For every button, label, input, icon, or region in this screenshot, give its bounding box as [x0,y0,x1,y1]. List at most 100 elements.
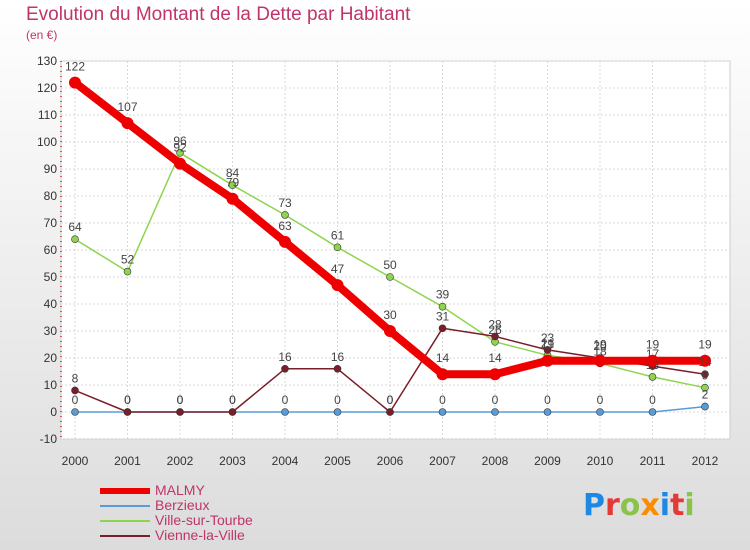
data-point-malmy [699,354,711,367]
data-label-malmy: 79 [226,176,240,190]
data-point-ville-sur-tourbe [176,149,184,157]
legend-label: Berzieux [155,497,210,513]
data-label-vienne-la-ville: 20 [593,339,607,353]
y-tick-label: 30 [44,324,58,338]
data-point-berzieux [596,408,604,416]
data-label-vienne-la-ville: 0 [387,393,394,407]
data-label-berzieux: 0 [334,393,341,407]
data-point-berzieux [71,408,79,416]
data-point-malmy [436,368,449,381]
y-tick-label: 130 [37,54,57,68]
x-tick-label: 2001 [114,454,141,468]
data-point-malmy [541,354,554,367]
series-layer [69,76,711,416]
data-label-berzieux: 0 [492,393,499,407]
data-label-berzieux: 0 [387,393,394,407]
data-point-malmy [279,235,291,248]
data-point-vienne-la-ville [491,332,499,341]
data-label-berzieux: 0 [649,393,656,407]
data-label-vienne-la-ville: 0 [177,393,184,407]
x-tick-label: 2003 [219,454,246,468]
data-point-berzieux [281,408,289,416]
data-label-ville-sur-tourbe: 84 [226,166,240,180]
x-tick-label: 2008 [482,454,509,468]
data-label-ville-sur-tourbe: 96 [173,134,187,148]
data-point-berzieux [701,402,709,411]
data-label-ville-sur-tourbe: 21 [541,336,555,350]
y-tick-label: 100 [37,135,57,149]
y-tick-label: 80 [44,189,58,203]
data-label-ville-sur-tourbe: 39 [436,288,450,302]
data-label-malmy: 92 [173,141,187,155]
legend-label: MALMY [155,482,205,498]
data-point-malmy [646,354,659,367]
data-point-ville-sur-tourbe [281,211,289,219]
data-label-ville-sur-tourbe: 26 [488,323,502,337]
data-point-ville-sur-tourbe [71,235,79,243]
y-tick-label: 110 [38,108,57,122]
data-point-berzieux [543,408,552,416]
legend-swatch [100,520,150,522]
data-label-vienne-la-ville: 23 [541,331,555,345]
data-label-berzieux: 0 [177,393,184,407]
data-point-ville-sur-tourbe [438,302,447,311]
data-label-vienne-la-ville: 31 [436,309,450,323]
data-label-berzieux: 0 [229,393,236,407]
y-tick-label: 90 [44,162,58,176]
data-label-vienne-la-ville: 16 [278,350,292,364]
data-label-vienne-la-ville: 0 [229,393,236,407]
data-label-berzieux: 0 [544,393,551,407]
data-label-vienne-la-ville: 16 [331,350,345,364]
data-label-malmy: 19 [698,338,712,352]
data-point-vienne-la-ville [543,346,552,354]
brand-logo: Proxiti [583,488,695,523]
chart-title: Evolution du Montant de la Dette par Hab… [26,4,411,25]
data-point-vienne-la-ville [123,408,132,416]
y-tick-label: 60 [44,243,58,257]
data-label-malmy: 107 [117,100,137,114]
data-label-vienne-la-ville: 14 [698,355,712,369]
x-tick-label: 2009 [534,454,561,468]
data-point-malmy [69,76,81,89]
grid-layer [61,60,730,440]
x-tick-label: 2002 [167,454,194,468]
data-label-ville-sur-tourbe: 64 [68,220,82,234]
data-point-ville-sur-tourbe [228,181,237,189]
data-label-malmy: 47 [331,262,345,276]
data-label-vienne-la-ville: 17 [646,347,660,361]
legend-swatch [100,535,150,537]
x-tick-label: 2010 [587,454,614,468]
data-point-ville-sur-tourbe [333,243,342,252]
brand-letter: i [684,488,695,523]
data-point-ville-sur-tourbe [123,267,132,276]
data-point-malmy [174,157,186,170]
data-point-malmy [226,192,239,205]
data-label-berzieux: 0 [597,393,604,407]
y-tick-label: 10 [44,378,58,392]
data-label-vienne-la-ville: 28 [488,317,502,331]
legend-label: Ville-sur-Tourbe [155,512,253,528]
data-point-berzieux [438,408,447,416]
data-label-ville-sur-tourbe: 73 [278,196,292,210]
data-label-vienne-la-ville: 8 [72,371,79,385]
data-label-malmy: 30 [383,308,397,322]
legend-swatch [100,488,150,494]
data-label-malmy: 14 [436,351,450,365]
y-tick-label: 0 [50,405,57,419]
data-label-malmy: 63 [278,219,292,233]
y-tick-label: 50 [44,270,58,284]
data-label-malmy: 19 [593,338,607,352]
data-label-vienne-la-ville: 0 [124,393,131,407]
data-label-ville-sur-tourbe: 52 [121,253,135,267]
data-point-vienne-la-ville [333,364,342,373]
data-point-malmy [594,354,606,367]
brand-letter: t [670,488,685,523]
data-point-ville-sur-tourbe [648,373,657,381]
brand-letter: P [583,488,605,523]
data-label-layer: 0 0 0 0 0 0 0 0 0 0 0 0 2645296847361503926211813980… [65,60,712,407]
y-tick-label: 120 [37,81,57,95]
data-label-ville-sur-tourbe: 18 [593,344,607,358]
data-point-ville-sur-tourbe [386,273,394,281]
